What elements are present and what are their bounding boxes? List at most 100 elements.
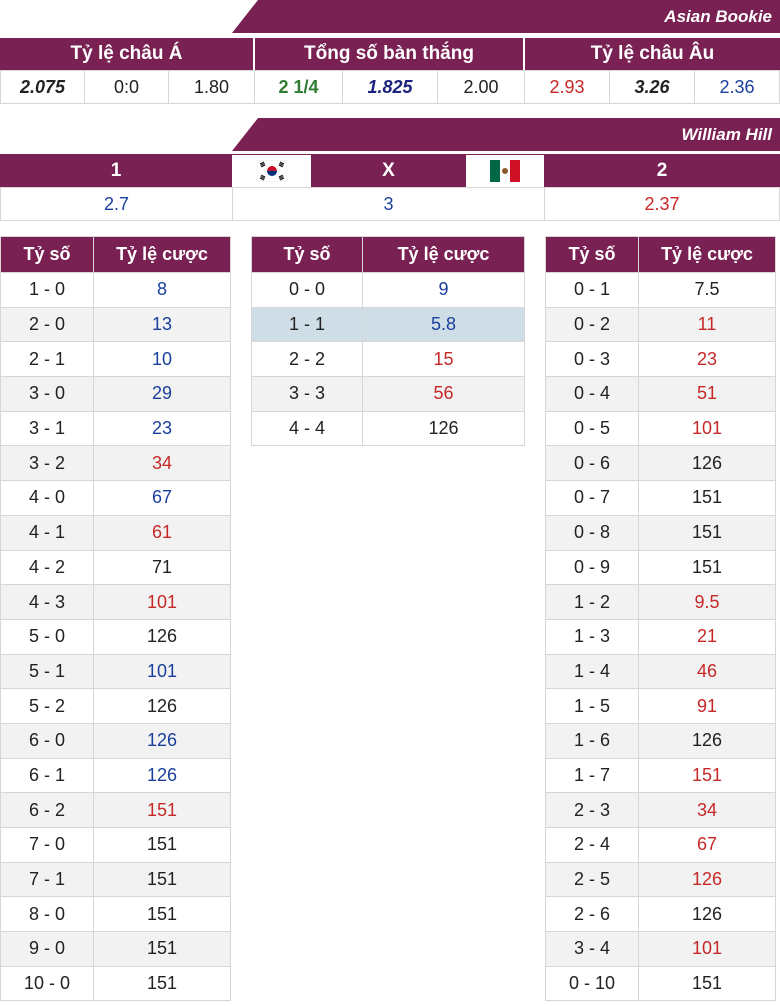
score-cell: 5 - 2 — [0, 688, 94, 724]
score-cell: 2 - 6 — [545, 896, 639, 933]
odds-cell: 101 — [93, 653, 231, 690]
score-cell: 1 - 1 — [251, 306, 363, 343]
table-row: 1 - 2 9.5 — [545, 584, 776, 620]
table-row: 2 - 2 15 — [251, 341, 525, 378]
odds-cell: 126 — [638, 445, 776, 482]
table-row: 3 - 4 101 — [545, 931, 776, 967]
table-row: 1 - 7 151 — [545, 757, 776, 794]
score-cell: 0 - 3 — [545, 341, 639, 378]
odds-cell: 8 — [93, 272, 231, 308]
odds-cell: 126 — [362, 410, 525, 447]
odds-col-header: Tỷ lệ cược — [362, 236, 525, 273]
euro-away-odds: 2.36 — [694, 70, 780, 104]
score-cell: 3 - 4 — [545, 931, 639, 967]
william-hill-title: William Hill — [681, 125, 772, 144]
odds-cell: 11 — [638, 306, 776, 343]
south-korea-flag-icon — [232, 154, 311, 187]
table-row: 4 - 2 71 — [0, 549, 231, 586]
score-cell: 1 - 4 — [545, 653, 639, 690]
asian-handicap-header: Tỷ lệ châu Á — [0, 38, 253, 70]
table-row: 4 - 0 67 — [0, 480, 231, 516]
score-cell: 2 - 3 — [545, 792, 639, 828]
odds-cell: 67 — [638, 827, 776, 863]
score-col-header: Tỷ số — [545, 236, 639, 273]
score-cell: 4 - 3 — [0, 584, 94, 620]
odds-cell: 23 — [93, 410, 231, 447]
table-row: 7 - 0 151 — [0, 827, 231, 863]
odds-cell: 51 — [638, 376, 776, 412]
euro-home-odds: 2.93 — [524, 70, 610, 104]
table-row: 1 - 3 21 — [545, 618, 776, 655]
score-cell: 1 - 3 — [545, 618, 639, 655]
table-row: 0 - 5 101 — [545, 410, 776, 447]
table-row: 1 - 5 91 — [545, 688, 776, 724]
table-row: 3 - 1 23 — [0, 410, 231, 447]
odds-cell: 151 — [93, 861, 231, 898]
score-cell: 0 - 2 — [545, 306, 639, 343]
score-cell: 3 - 2 — [0, 445, 94, 482]
asian-handicap-line: 0:0 — [84, 70, 169, 104]
score-cell: 9 - 0 — [0, 931, 94, 967]
score-cell: 10 - 0 — [0, 965, 94, 1002]
odds-cell: 126 — [93, 618, 231, 655]
score-cell: 5 - 0 — [0, 618, 94, 655]
score-cell: 4 - 4 — [251, 410, 363, 447]
asian-bookie-banner: Asian Bookie — [232, 0, 780, 33]
score-cell: 2 - 1 — [0, 341, 94, 378]
table-row: 0 - 9 151 — [545, 549, 776, 586]
odds-cell: 9 — [362, 272, 525, 308]
table-row: 2 - 4 67 — [545, 827, 776, 863]
table-row: 3 - 0 29 — [0, 376, 231, 412]
odds-cell: 151 — [93, 965, 231, 1002]
table-row: 2 - 1 10 — [0, 341, 231, 378]
score-cell: 2 - 5 — [545, 861, 639, 898]
odds-col-header: Tỷ lệ cược — [638, 236, 776, 273]
table-row: 2 - 5 126 — [545, 861, 776, 898]
table-row: 7 - 1 151 — [0, 861, 231, 898]
score-cell: 0 - 8 — [545, 514, 639, 551]
odds-cell: 91 — [638, 688, 776, 724]
odds-cell: 61 — [93, 514, 231, 551]
table-row: 8 - 0 151 — [0, 896, 231, 933]
score-cell: 0 - 6 — [545, 445, 639, 482]
odds-cell: 101 — [638, 931, 776, 967]
table-row: 6 - 1 126 — [0, 757, 231, 794]
score-cell: 3 - 0 — [0, 376, 94, 412]
odds-cell: 46 — [638, 653, 776, 690]
odds-cell: 126 — [93, 688, 231, 724]
score-cell: 4 - 0 — [0, 480, 94, 516]
table-row: 3 - 2 34 — [0, 445, 231, 482]
table-row: 2 - 0 13 — [0, 306, 231, 343]
european-odds-header: Tỷ lệ châu Âu — [525, 38, 780, 70]
score-cell: 1 - 5 — [545, 688, 639, 724]
score-col-header: Tỷ số — [251, 236, 363, 273]
score-col-header: Tỷ số — [0, 236, 94, 273]
wh-away-label: 2 — [544, 154, 780, 187]
table-row: 0 - 4 51 — [545, 376, 776, 412]
table-row: 0 - 6 126 — [545, 445, 776, 482]
odds-cell: 71 — [93, 549, 231, 586]
score-cell: 2 - 4 — [545, 827, 639, 863]
table-row: 0 - 1 7.5 — [545, 272, 776, 308]
table-row: 2 - 6 126 — [545, 896, 776, 933]
table-row: 6 - 2 151 — [0, 792, 231, 828]
score-cell: 4 - 2 — [0, 549, 94, 586]
score-cell: 7 - 0 — [0, 827, 94, 863]
total-goals-header: Tổng số bàn thắng — [255, 38, 523, 70]
odds-col-header: Tỷ lệ cược — [93, 236, 231, 273]
odds-cell: 23 — [638, 341, 776, 378]
odds-cell: 126 — [93, 722, 231, 759]
odds-cell: 5.8 — [362, 306, 525, 343]
table-row: 5 - 0 126 — [0, 618, 231, 655]
table-row: 1 - 4 46 — [545, 653, 776, 690]
table-row: 1 - 1 5.8 — [251, 306, 525, 343]
odds-cell: 151 — [93, 931, 231, 967]
score-cell: 6 - 0 — [0, 722, 94, 759]
odds-cell: 151 — [93, 827, 231, 863]
table-row: 0 - 10 151 — [545, 965, 776, 1002]
wh-home-odds: 2.7 — [0, 187, 233, 221]
